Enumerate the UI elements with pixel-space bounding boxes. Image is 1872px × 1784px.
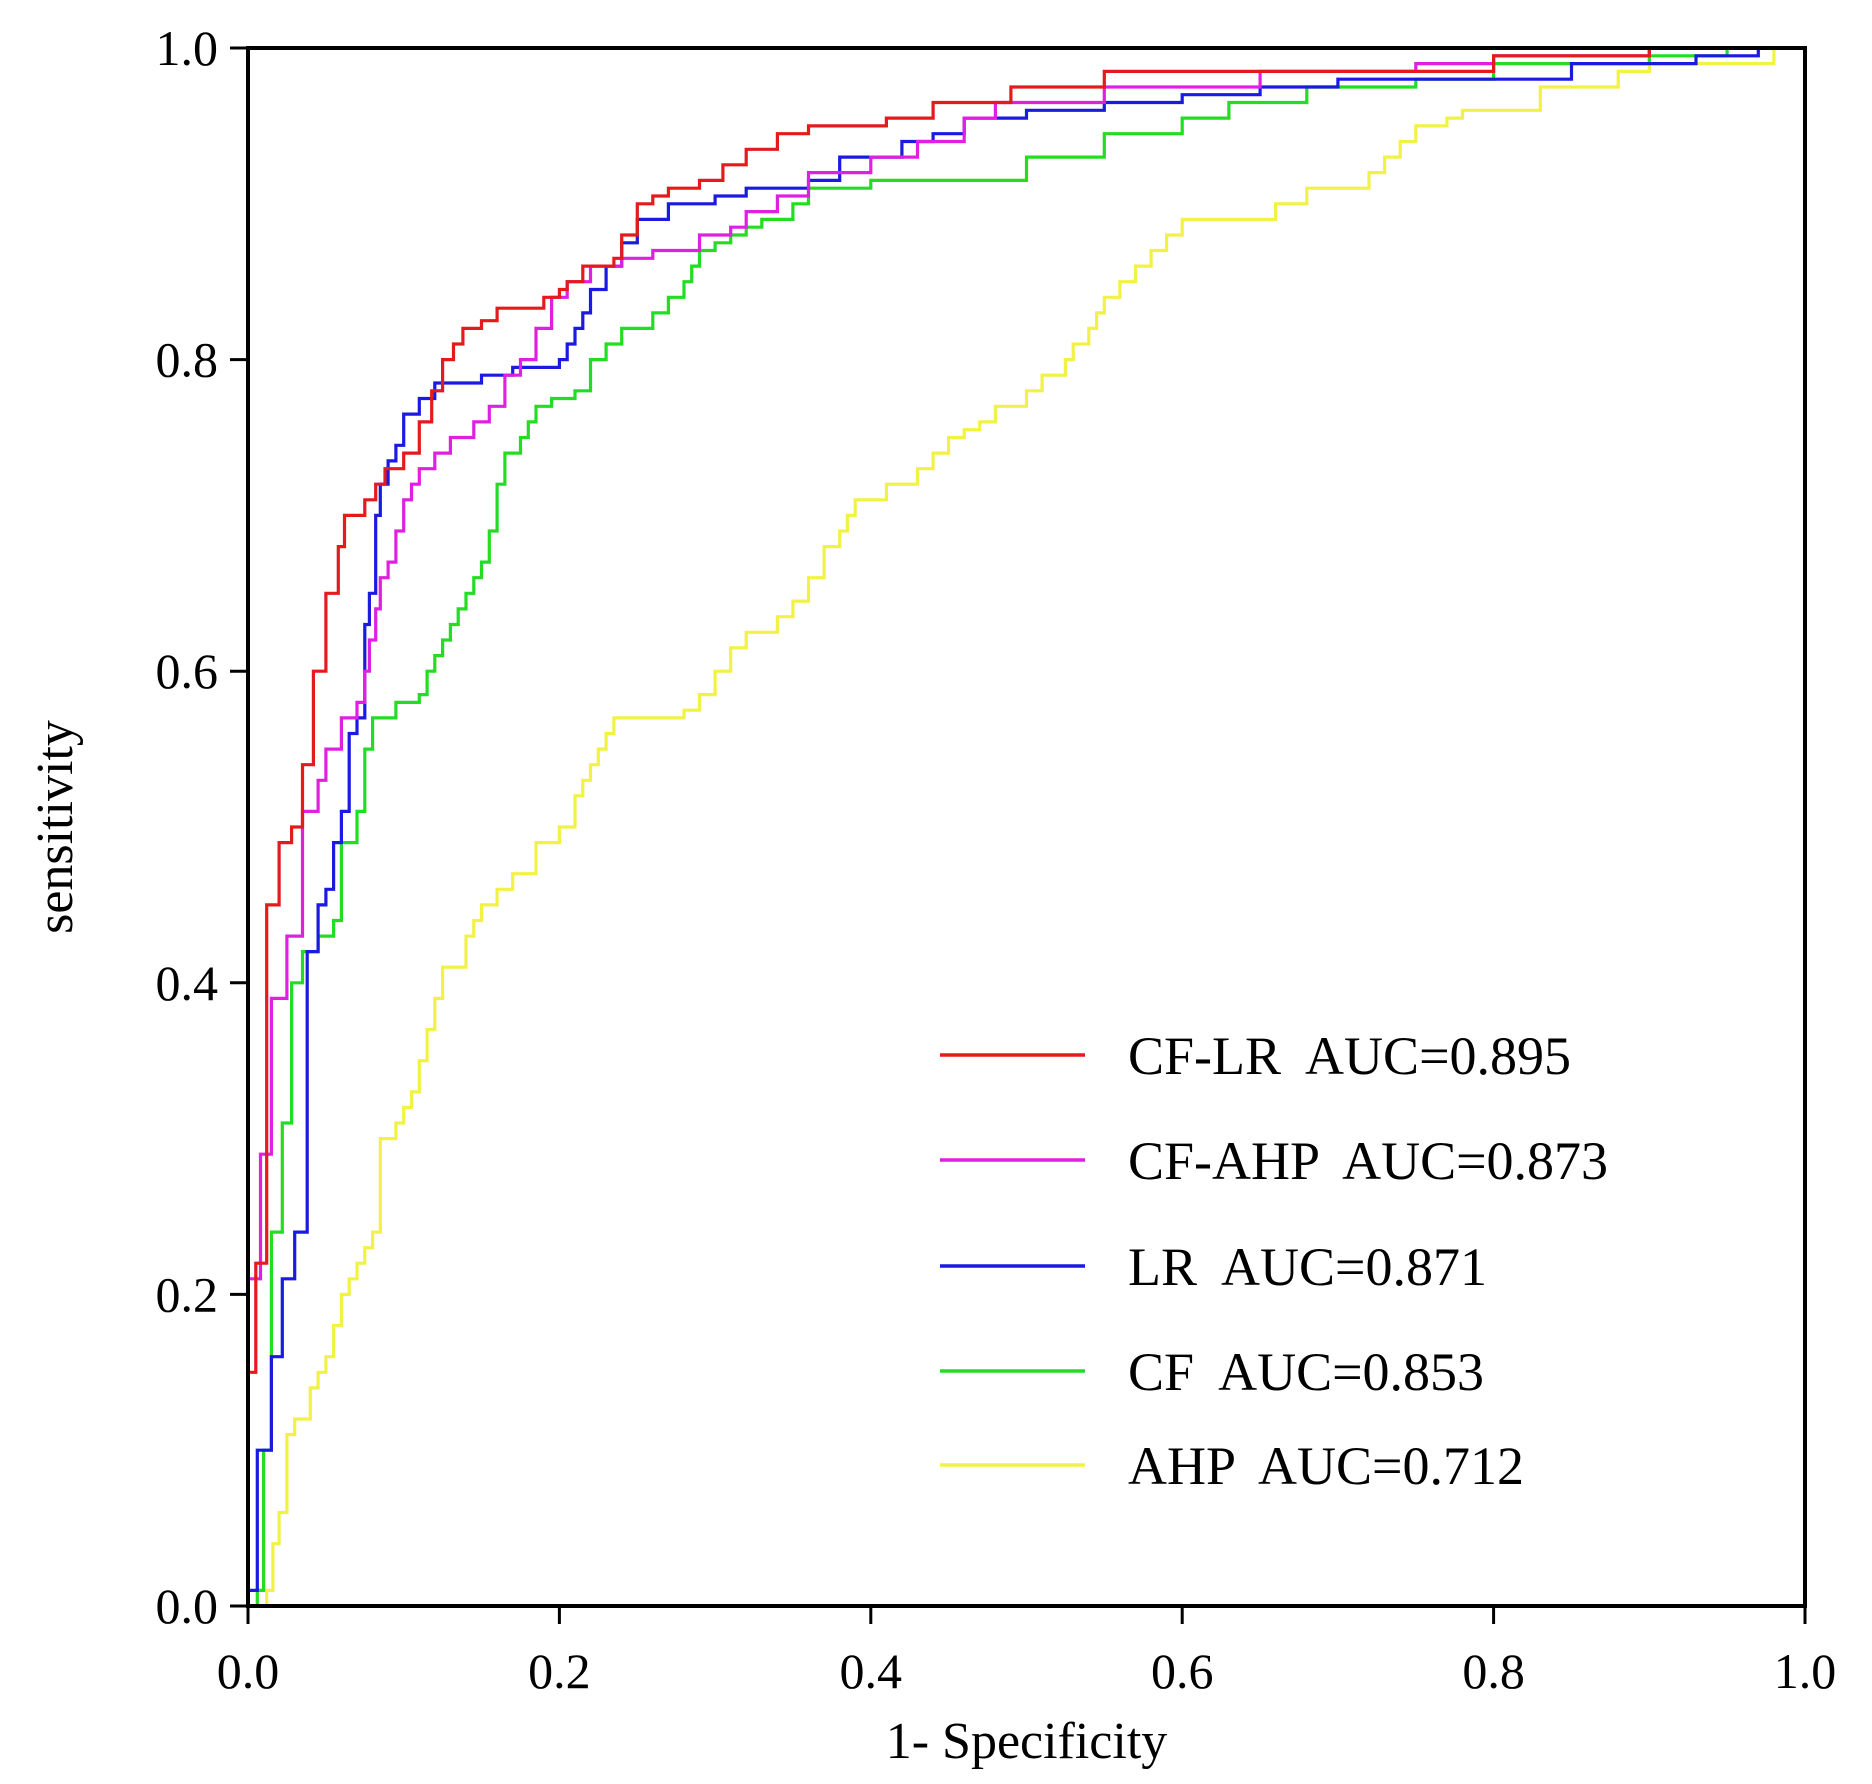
y-tick-label: 0.2 bbox=[156, 1266, 219, 1322]
legend-label-cf: CF AUC=0.853 bbox=[1128, 1342, 1484, 1402]
legend-label-cf-lr: CF-LR AUC=0.895 bbox=[1128, 1026, 1571, 1086]
legend: CF-LR AUC=0.895 CF-AHP AUC=0.873 LR AUC=0.… bbox=[940, 1026, 1608, 1496]
roc-curve-ahp bbox=[248, 46, 1805, 1608]
x-tick-label: 0.6 bbox=[1151, 1643, 1214, 1699]
y-tick-label: 0.8 bbox=[156, 332, 219, 388]
roc-curve-cf-ahp bbox=[246, 46, 1805, 1606]
roc-curve-lr bbox=[246, 46, 1805, 1606]
y-tick-label: 0.6 bbox=[156, 643, 219, 699]
x-tick-label: 0.4 bbox=[840, 1643, 903, 1699]
x-tick-label: 0.8 bbox=[1462, 1643, 1525, 1699]
roc-curve-cf-lr bbox=[246, 46, 1805, 1606]
x-tick-label: 0.2 bbox=[528, 1643, 591, 1699]
legend-label-cf-ahp: CF-AHP AUC=0.873 bbox=[1128, 1131, 1608, 1191]
curves-layer bbox=[246, 46, 1805, 1608]
legend-label-ahp: AHP AUC=0.712 bbox=[1128, 1436, 1524, 1496]
y-tick-label: 0.4 bbox=[156, 955, 219, 1011]
x-tick-label: 1.0 bbox=[1774, 1643, 1837, 1699]
y-tick-label: 0.0 bbox=[156, 1578, 219, 1634]
x-axis-title: 1- Specificity bbox=[886, 1713, 1168, 1770]
y-axis-title: sensitivity bbox=[27, 720, 84, 934]
x-tick-label: 0.0 bbox=[217, 1643, 280, 1699]
ticks-layer: 0.0 0.2 0.4 0.6 0.8 1.0 0.0 0.2 0.4 0.6 0.8 1.0 bbox=[156, 20, 1837, 1699]
y-tick-label: 1.0 bbox=[156, 20, 219, 76]
plot-frame bbox=[246, 46, 1807, 1608]
legend-label-lr: LR AUC=0.871 bbox=[1128, 1237, 1487, 1297]
roc-curve-cf bbox=[248, 46, 1805, 1608]
